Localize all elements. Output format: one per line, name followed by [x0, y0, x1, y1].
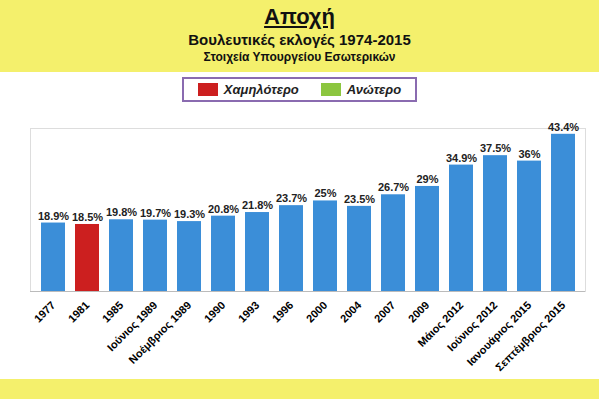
svg-text:1981: 1981 [66, 299, 92, 325]
svg-text:1977: 1977 [32, 299, 58, 325]
svg-text:2004: 2004 [338, 298, 364, 324]
svg-text:20.8%: 20.8% [208, 203, 239, 215]
svg-text:Ιούνιος 2012: Ιούνιος 2012 [444, 298, 500, 354]
svg-text:19.3%: 19.3% [174, 208, 205, 220]
svg-text:Ιανουάριος 2015: Ιανουάριος 2015 [464, 298, 534, 368]
svg-text:34.9%: 34.9% [446, 152, 477, 164]
html-text:Αποχή: Αποχή [264, 4, 335, 29]
svg-text:18.5%: 18.5% [72, 211, 103, 223]
svg-text:Μάιος 2012: Μάιος 2012 [415, 298, 466, 349]
svg-text:25%: 25% [314, 187, 336, 199]
svg-text:1996: 1996 [270, 299, 296, 325]
svg-text:23.7%: 23.7% [276, 192, 307, 204]
svg-text:43.4%: 43.4% [548, 121, 579, 133]
svg-text:2000: 2000 [304, 299, 330, 325]
svg-text:19.7%: 19.7% [140, 207, 171, 219]
svg-text:2007: 2007 [372, 299, 398, 325]
svg-text:37.5%: 37.5% [480, 142, 511, 154]
svg-text:Ιούνιος 1989: Ιούνιος 1989 [104, 298, 160, 354]
svg-text:18.9%: 18.9% [38, 210, 69, 222]
svg-text:36%: 36% [518, 148, 540, 160]
svg-text:Σεπτέμβριος 2015: Σεπτέμβριος 2015 [493, 299, 568, 374]
svg-text:Νοέμβριος 1989: Νοέμβριος 1989 [126, 299, 194, 367]
svg-text:1990: 1990 [202, 299, 228, 325]
svg-text:21.8%: 21.8% [242, 199, 273, 211]
svg-text:19.8%: 19.8% [106, 206, 137, 218]
html-text:Ανώτερο: Ανώτερο [346, 81, 402, 97]
svg-text:1993: 1993 [236, 299, 262, 325]
html-text:Βουλευτικές εκλογές 1974-2015: Βουλευτικές εκλογές 1974-2015 [188, 31, 411, 48]
svg-text:26.7%: 26.7% [378, 181, 409, 193]
html-text:Χαμηλότερο: Χαμηλότερο [223, 81, 299, 97]
svg-text:29%: 29% [416, 173, 438, 185]
svg-text:23.5%: 23.5% [344, 193, 375, 205]
svg-text:2009: 2009 [406, 299, 432, 325]
html-text:Στοιχεία Υπουργείου Εσωτερικών: Στοιχεία Υπουργείου Εσωτερικών [203, 50, 396, 64]
svg-text:1985: 1985 [100, 299, 126, 325]
